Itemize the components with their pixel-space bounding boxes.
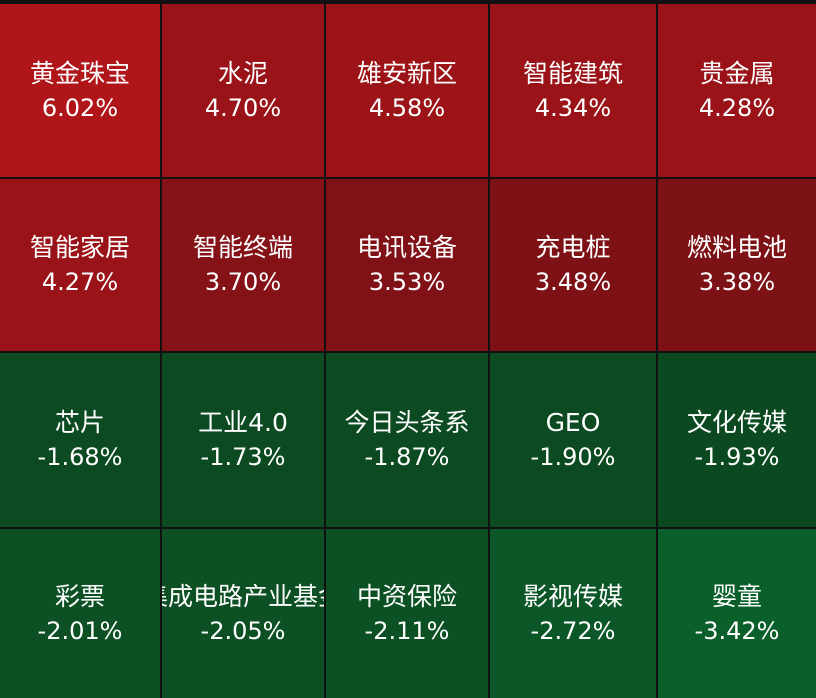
tile-change: -2.11% (364, 616, 450, 645)
heatmap-tile[interactable]: 集成电路产业基金 -2.05% (162, 529, 324, 698)
tile-name: 贵金属 (699, 58, 775, 88)
tile-name: 影视传媒 (522, 581, 623, 611)
tile-change: 3.70% (204, 268, 282, 296)
tile-change: 4.28% (698, 93, 776, 122)
tile-change: -1.68% (37, 443, 123, 471)
tile-change: 4.27% (41, 268, 119, 296)
tile-name: 黄金珠宝 (29, 58, 130, 88)
heatmap-tile[interactable]: 智能家居 4.27% (0, 179, 160, 351)
heatmap-tile[interactable]: 水泥 4.70% (162, 4, 324, 177)
heatmap-tile[interactable]: 彩票 -2.01% (0, 529, 160, 698)
tile-name: 婴童 (711, 581, 762, 611)
heatmap-tile[interactable]: 智能建筑 4.34% (490, 4, 656, 177)
tile-change: 3.48% (534, 268, 612, 296)
tile-name: 雄安新区 (356, 58, 457, 88)
tile-change: 4.58% (368, 93, 446, 122)
tile-change: 3.53% (368, 268, 446, 296)
tile-change: -1.87% (364, 443, 450, 471)
tile-name: 水泥 (217, 58, 268, 88)
tile-name: 文化传媒 (686, 408, 787, 437)
tile-name: GEO (545, 408, 601, 437)
heatmap-tile[interactable]: 婴童 -3.42% (658, 529, 816, 698)
tile-change: -1.93% (694, 443, 780, 471)
tile-change: -2.05% (200, 616, 286, 645)
heatmap-tile[interactable]: 黄金珠宝 6.02% (0, 4, 160, 177)
tile-change: -2.01% (37, 616, 123, 645)
heatmap-tile[interactable]: 雄安新区 4.58% (326, 4, 488, 177)
tile-change: -3.42% (694, 616, 780, 645)
heatmap-tile[interactable]: 贵金属 4.28% (658, 4, 816, 177)
tile-name: 充电桩 (535, 233, 611, 262)
tile-name: 芯片 (54, 408, 105, 437)
tile-name: 燃料电池 (686, 233, 787, 262)
tile-name: 今日头条系 (344, 408, 470, 437)
heatmap-tile[interactable]: 电讯设备 3.53% (326, 179, 488, 351)
tile-name: 彩票 (54, 581, 105, 611)
tile-name: 智能家居 (29, 233, 130, 262)
tile-change: -1.73% (200, 443, 286, 471)
heatmap-tile[interactable]: 智能终端 3.70% (162, 179, 324, 351)
heatmap-tile[interactable]: 影视传媒 -2.72% (490, 529, 656, 698)
tile-name: 中资保险 (356, 581, 457, 611)
tile-change: -1.90% (530, 443, 616, 471)
heatmap-tile[interactable]: 工业4.0 -1.73% (162, 353, 324, 527)
tile-change: -2.72% (530, 616, 616, 645)
heatmap-tile[interactable]: 文化传媒 -1.93% (658, 353, 816, 527)
tile-change: 4.70% (204, 93, 282, 122)
tile-name: 集成电路产业基金 (162, 581, 324, 611)
tile-change: 6.02% (41, 93, 119, 122)
heatmap-tile[interactable]: 充电桩 3.48% (490, 179, 656, 351)
tile-name: 智能终端 (192, 233, 293, 262)
heatmap-tile[interactable]: GEO -1.90% (490, 353, 656, 527)
heatmap-tile[interactable]: 芯片 -1.68% (0, 353, 160, 527)
tile-name: 电讯设备 (356, 233, 457, 262)
heatmap-tile[interactable]: 燃料电池 3.38% (658, 179, 816, 351)
heatmap-tile[interactable]: 中资保险 -2.11% (326, 529, 488, 698)
tile-name: 工业4.0 (198, 408, 288, 437)
tile-change: 3.38% (698, 268, 776, 296)
tile-change: 4.34% (534, 93, 612, 122)
tile-name: 智能建筑 (522, 58, 623, 88)
heatmap-tile[interactable]: 今日头条系 -1.87% (326, 353, 488, 527)
